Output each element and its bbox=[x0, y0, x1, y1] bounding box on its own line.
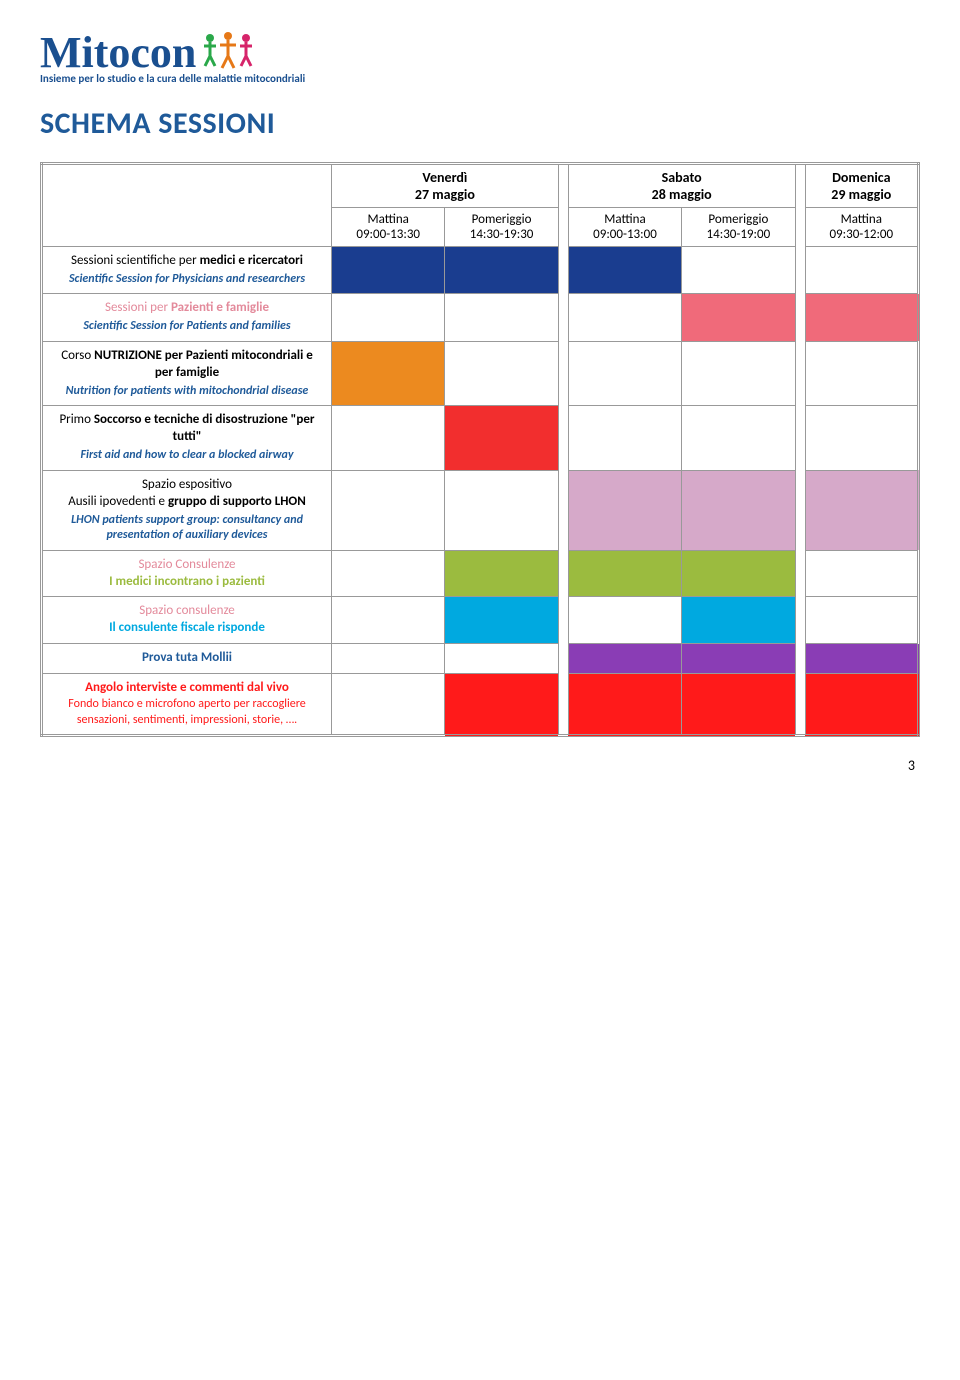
schedule-cell bbox=[445, 406, 558, 470]
table-row: Sessioni per Pazienti e famiglieScientif… bbox=[42, 294, 919, 341]
day-header: Sabato 28 maggio bbox=[568, 164, 795, 208]
table-row: Spazio ConsulenzeI medici incontrano i p… bbox=[42, 550, 919, 597]
schedule-cell bbox=[332, 674, 445, 736]
logo-tagline: Insieme per lo studio e la cura delle ma… bbox=[40, 72, 920, 85]
table-row: Sessioni scientifiche per medici e ricer… bbox=[42, 247, 919, 294]
time-slot: Mattina 09:00-13:30 bbox=[332, 208, 445, 247]
table-row: Corso NUTRIZIONE per Pazienti mitocondri… bbox=[42, 341, 919, 405]
page-number: 3 bbox=[40, 757, 920, 774]
row-label: Corso NUTRIZIONE per Pazienti mitocondri… bbox=[42, 341, 332, 405]
row-label: Prova tuta Mollii bbox=[42, 644, 332, 674]
schedule-table: Venerdì 27 maggio Sabato 28 maggio Domen… bbox=[40, 162, 920, 737]
schedule-cell bbox=[805, 470, 918, 550]
schedule-cell bbox=[332, 294, 445, 341]
schedule-cell bbox=[682, 406, 795, 470]
schedule-cell bbox=[568, 674, 681, 736]
schedule-cell bbox=[445, 644, 558, 674]
schedule-cell bbox=[445, 550, 558, 597]
schedule-cell bbox=[445, 247, 558, 294]
schedule-cell bbox=[568, 597, 681, 644]
row-label: Spazio ConsulenzeI medici incontrano i p… bbox=[42, 550, 332, 597]
table-row: Prova tuta Mollii bbox=[42, 644, 919, 674]
logo-block: Mitocon Insieme per lo studio e la cura … bbox=[40, 30, 920, 85]
schedule-cell bbox=[805, 406, 918, 470]
page-title: SCHEMA SESSIONI bbox=[40, 105, 920, 142]
schedule-cell bbox=[332, 341, 445, 405]
schedule-cell bbox=[805, 550, 918, 597]
row-label: Sessioni scientifiche per medici e ricer… bbox=[42, 247, 332, 294]
logo-figures-icon bbox=[198, 30, 258, 70]
row-label: Spazio consulenzeIl consulente fiscale r… bbox=[42, 597, 332, 644]
schedule-cell bbox=[682, 341, 795, 405]
row-label: Primo Soccorso e tecniche di disostruzio… bbox=[42, 406, 332, 470]
schedule-cell bbox=[682, 674, 795, 736]
schedule-cell bbox=[445, 470, 558, 550]
schedule-cell bbox=[332, 406, 445, 470]
schedule-cell bbox=[682, 470, 795, 550]
time-slot: Mattina 09:30-12:00 bbox=[805, 208, 918, 247]
schedule-cell bbox=[568, 470, 681, 550]
time-slot: Pomeriggio 14:30-19:30 bbox=[445, 208, 558, 247]
schedule-cell bbox=[805, 294, 918, 341]
day-header: Domenica 29 maggio bbox=[805, 164, 918, 208]
day-header-row: Venerdì 27 maggio Sabato 28 maggio Domen… bbox=[42, 164, 919, 208]
schedule-cell bbox=[445, 674, 558, 736]
schedule-cell bbox=[805, 247, 918, 294]
schedule-cell bbox=[568, 294, 681, 341]
schedule-cell bbox=[332, 597, 445, 644]
schedule-cell bbox=[682, 644, 795, 674]
schedule-cell bbox=[805, 597, 918, 644]
schedule-cell bbox=[332, 470, 445, 550]
schedule-cell bbox=[568, 247, 681, 294]
logo-brand: Mitocon bbox=[40, 35, 196, 70]
table-row: Angolo interviste e commenti dal vivoFon… bbox=[42, 674, 919, 736]
schedule-cell bbox=[568, 406, 681, 470]
schedule-cell bbox=[568, 341, 681, 405]
table-row: Spazio espositivo Ausili ipovedenti e gr… bbox=[42, 470, 919, 550]
day-header: Venerdì 27 maggio bbox=[332, 164, 559, 208]
schedule-cell bbox=[445, 341, 558, 405]
schedule-cell bbox=[805, 341, 918, 405]
schedule-cell bbox=[332, 644, 445, 674]
schedule-cell bbox=[682, 247, 795, 294]
table-row: Primo Soccorso e tecniche di disostruzio… bbox=[42, 406, 919, 470]
time-slot: Mattina 09:00-13:00 bbox=[568, 208, 681, 247]
schedule-cell bbox=[568, 550, 681, 597]
schedule-cell bbox=[445, 597, 558, 644]
schedule-cell bbox=[682, 597, 795, 644]
schedule-cell bbox=[805, 674, 918, 736]
schedule-cell bbox=[682, 550, 795, 597]
row-label: Sessioni per Pazienti e famiglieScientif… bbox=[42, 294, 332, 341]
schedule-cell bbox=[805, 644, 918, 674]
schedule-cell bbox=[332, 247, 445, 294]
row-label: Angolo interviste e commenti dal vivoFon… bbox=[42, 674, 332, 736]
time-slot: Pomeriggio 14:30-19:00 bbox=[682, 208, 795, 247]
schedule-cell bbox=[682, 294, 795, 341]
schedule-cell bbox=[568, 644, 681, 674]
schedule-cell bbox=[445, 294, 558, 341]
table-row: Spazio consulenzeIl consulente fiscale r… bbox=[42, 597, 919, 644]
row-label: Spazio espositivo Ausili ipovedenti e gr… bbox=[42, 470, 332, 550]
schedule-cell bbox=[332, 550, 445, 597]
